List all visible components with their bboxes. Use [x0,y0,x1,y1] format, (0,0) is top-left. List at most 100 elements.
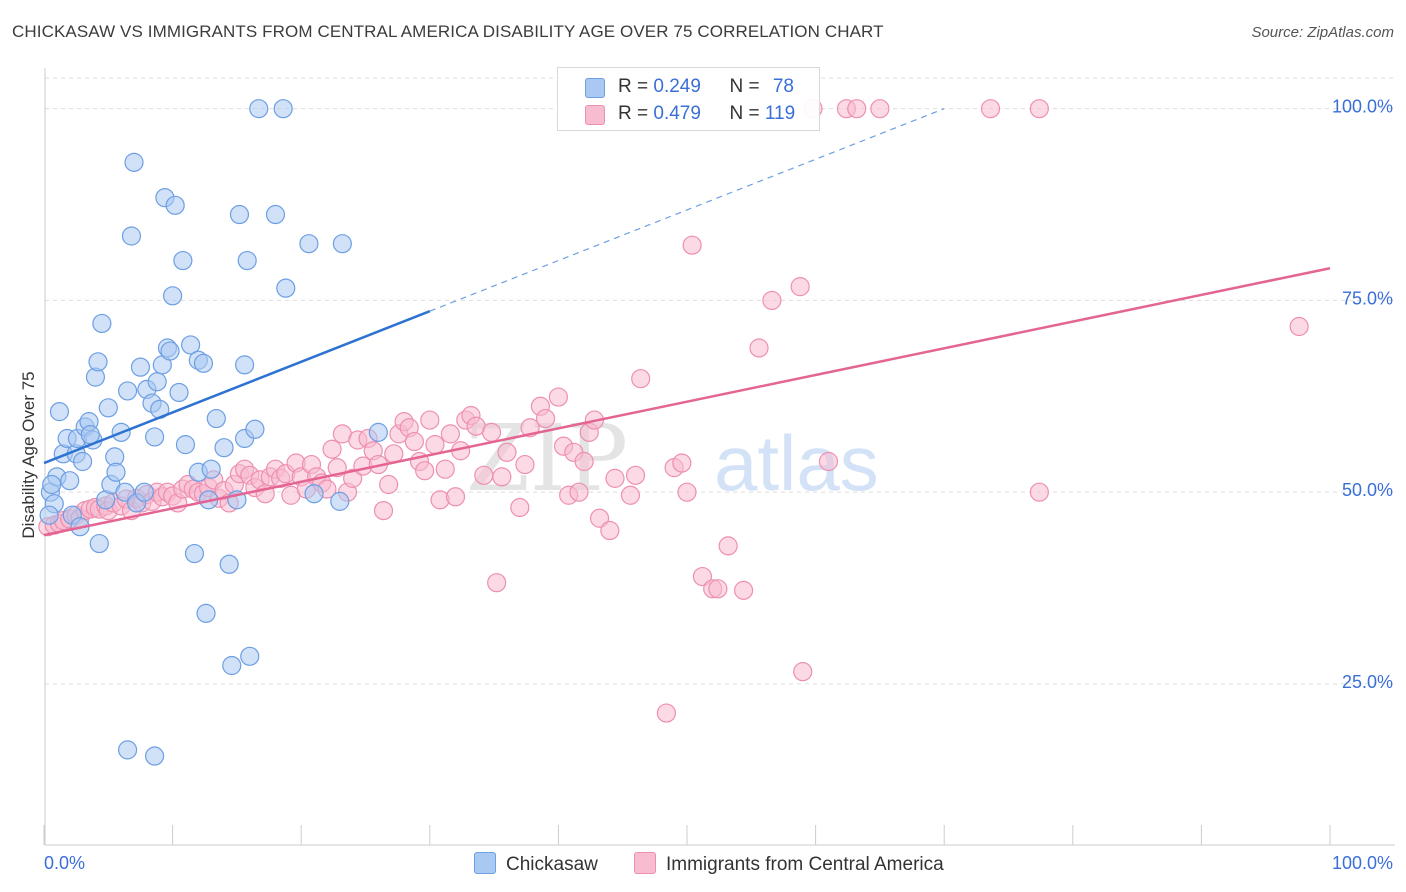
legend-row-chickasaw: R = 0.249 N = 78 [558,74,819,100]
data-point-chickasaw [49,402,70,422]
legend-item-immigrants[interactable]: Immigrants from Central America [634,852,944,876]
data-point-chickasaw [299,234,319,254]
legend-r-value: 0.479 [653,103,701,124]
legend-row-immigrants: R = 0.479 N = 119 [558,101,819,127]
data-point-chickasaw [237,250,257,271]
data-point-chickasaw [276,278,296,298]
data-point-chickasaw [130,357,151,377]
data-point-chickasaw [206,408,226,429]
watermark-atlas: atlas [714,419,879,507]
data-point-chickasaw [193,353,214,373]
data-point-chickasaw [184,543,205,564]
data-point-chickasaw [98,398,118,418]
data-point-chickasaw [173,250,193,271]
data-point-chickasaw [169,382,189,403]
data-point-immigrants [404,431,424,452]
series-immigrants-points [38,99,1309,723]
data-point-chickasaw [106,462,126,482]
data-point-immigrants [343,468,363,488]
legend-n-value: 119 [764,103,796,124]
data-point-immigrants [733,580,754,600]
data-point-chickasaw [163,286,183,306]
y-tick-label: 100.0% [1332,97,1393,117]
data-point-immigrants [793,662,813,682]
data-point-immigrants [762,290,782,311]
x-tick-label: 100.0% [1332,853,1393,873]
data-point-chickasaw [201,459,221,479]
data-point-chickasaw [160,341,180,361]
data-point-immigrants [569,482,589,502]
data-point-immigrants [631,369,651,389]
data-point-chickasaw [124,152,144,172]
data-point-chickasaw [368,422,388,442]
data-point-immigrants [1289,316,1309,337]
y-tick-label: 75.0% [1342,288,1393,308]
data-point-chickasaw [181,335,201,355]
legend-swatch-pink [585,105,605,125]
data-point-immigrants [1029,99,1049,119]
series-legend: Chickasaw Immigrants from Central Americ… [0,852,1406,878]
data-point-chickasaw [222,655,242,676]
x-tick-label: 0.0% [44,853,85,873]
data-point-immigrants [682,235,702,255]
data-point-chickasaw [214,438,234,458]
data-point-immigrants [481,422,502,442]
data-point-immigrants [749,338,769,358]
source-label: Source: ZipAtlas.com [1251,24,1394,41]
data-point-immigrants [574,451,594,472]
data-point-chickasaw [72,451,93,472]
data-point-immigrants [440,424,460,444]
data-point-chickasaw [42,474,62,495]
data-point-chickasaw [265,204,286,225]
data-point-immigrants [620,485,641,505]
data-point-chickasaw [121,226,142,246]
data-point-immigrants [600,520,620,541]
legend-n-value: 78 [772,76,794,97]
data-point-chickasaw [39,505,59,525]
legend-item-chickasaw[interactable]: Chickasaw [474,852,598,876]
data-point-chickasaw [80,425,100,445]
data-point-immigrants [425,435,445,455]
data-point-chickasaw [240,646,260,666]
data-point-chickasaw [273,99,293,119]
data-point-chickasaw [165,195,185,215]
data-point-chickasaw [89,533,109,554]
data-point-chickasaw [117,740,138,760]
trend-line-chickasaw [43,310,431,465]
data-point-chickasaw [330,491,350,511]
data-point-immigrants [515,454,535,475]
data-point-chickasaw [60,471,80,491]
data-point-chickasaw [144,746,165,766]
data-point-chickasaw [229,204,250,225]
data-point-immigrants [420,410,440,430]
chart-title: CHICKASAW VS IMMIGRANTS FROM CENTRAL AME… [12,22,884,41]
data-point-immigrants [718,536,738,556]
data-point-chickasaw [134,482,154,502]
data-point-chickasaw [147,372,167,392]
legend-label-immigrants: Immigrants from Central America [666,854,944,875]
data-point-chickasaw [235,355,255,375]
data-point-immigrants [847,99,867,119]
legend-r-label: R = [618,76,654,97]
data-point-immigrants [497,442,517,462]
data-point-immigrants [548,387,569,407]
data-point-immigrants [672,453,692,473]
data-point-chickasaw [196,603,216,623]
data-point-immigrants [430,490,450,510]
data-point-immigrants [445,487,466,507]
data-point-chickasaw [332,234,352,254]
y-tick-label: 25.0% [1342,672,1393,692]
data-point-immigrants [1029,482,1049,502]
data-point-immigrants [510,497,530,518]
data-point-immigrants [373,500,394,521]
y-tick-label: 50.0% [1342,480,1393,500]
data-point-immigrants [322,439,342,459]
data-point-immigrants [870,99,890,119]
data-point-chickasaw [245,419,265,439]
y-axis-label: Disability Age Over 75 [19,371,38,538]
data-point-chickasaw [117,381,138,401]
data-point-immigrants [492,467,512,487]
legend-r-label: R = [618,103,654,124]
legend-n-label: N = [729,76,765,97]
